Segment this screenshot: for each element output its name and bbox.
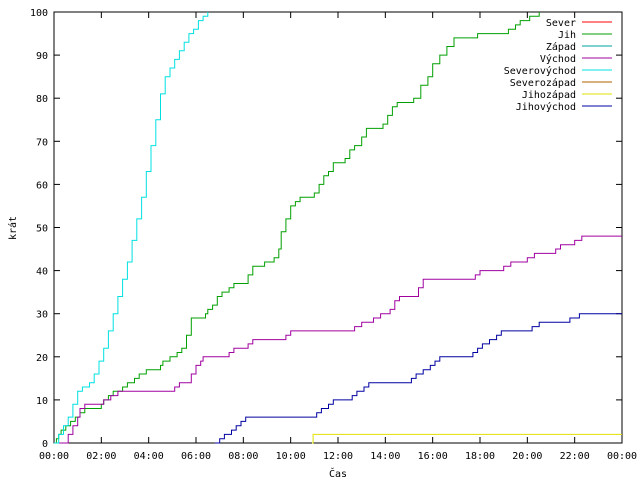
series-line-4 [54,12,209,444]
x-tick-label: 18:00 [465,451,495,462]
legend-label: Severovýchod [504,65,576,77]
x-tick-label: 22:00 [560,451,590,462]
axes: 00:00 02:00 04:00 06:00 08:00 10:00 12:00 14:00… [30,8,637,462]
x-tick-label: 12:00 [323,451,353,462]
x-tick-label: 10:00 [276,451,306,462]
x-tick-label: 06:00 [181,451,211,462]
x-tick-label: 14:00 [370,451,400,462]
legend-label: Jih [558,30,576,41]
y-tick-label: 20 [36,353,48,364]
legend-label: Západ [546,41,576,53]
y-axis-label: krát [7,216,19,240]
y-tick-label: 60 [36,180,48,191]
y-tick-label: 0 [42,439,48,450]
x-tick-label: 08:00 [228,451,258,462]
y-tick-label: 90 [36,51,48,62]
series-line-3 [54,235,622,444]
y-tick-label: 10 [36,396,48,407]
y-tick-label: 50 [36,224,48,235]
series-lines [54,12,622,444]
x-tick-label: 16:00 [418,451,448,462]
legend-label: Severozápad [510,77,576,89]
y-tick-label: 80 [36,94,48,105]
y-tick-label: 30 [36,310,48,321]
series-line-6 [312,433,622,444]
legend-label: Jihozápad [522,89,576,101]
y-tick-label: 70 [36,137,48,148]
series-line-1 [54,12,540,444]
legend: SeverJihZápadVýchodSeverovýchodSeverozáp… [504,18,612,113]
y-tick-label: 40 [36,267,48,278]
legend-label: Jihovýchod [516,101,576,113]
x-tick-label: 04:00 [134,451,164,462]
legend-label: Východ [540,53,576,65]
x-tick-label: 20:00 [512,451,542,462]
y-tick-label: 100 [30,8,48,19]
series-line-7 [214,313,622,444]
x-tick-label: 02:00 [86,451,116,462]
x-tick-label: 00:00 [607,451,637,462]
x-tick-label: 00:00 [39,451,69,462]
x-axis-label: Čas [329,467,347,480]
legend-label: Sever [546,18,576,29]
